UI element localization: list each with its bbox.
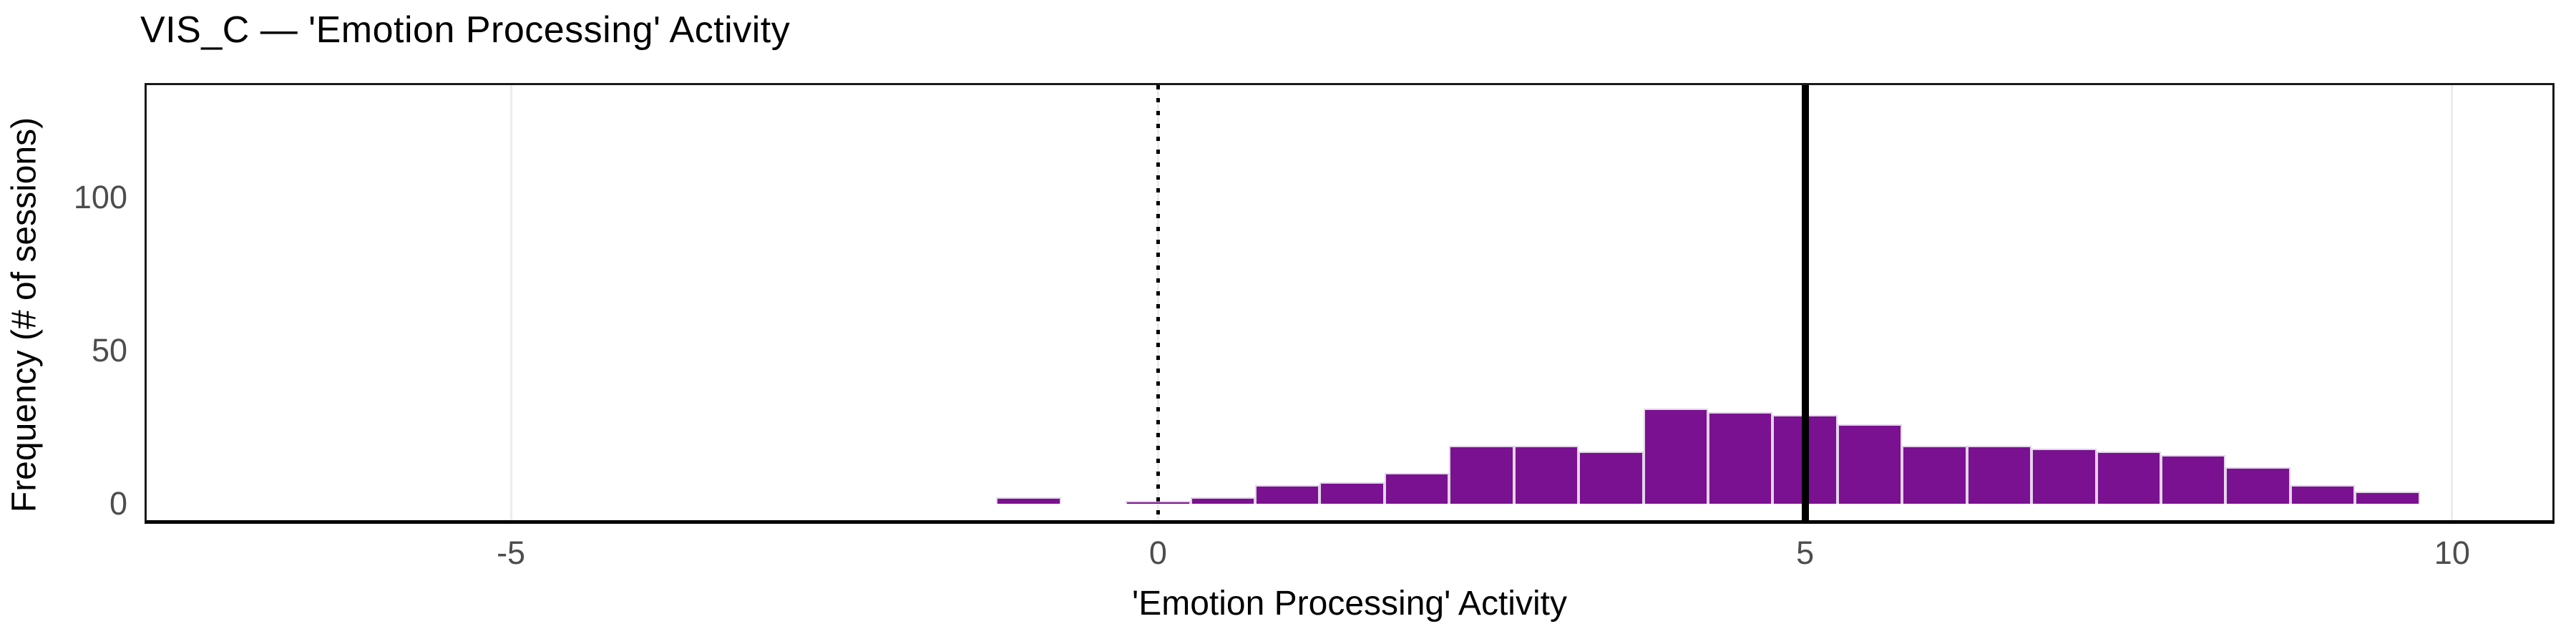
histogram-bar (2290, 485, 2356, 504)
y-tick-label: 50 (91, 332, 127, 369)
histogram-bar (1513, 445, 1579, 504)
histogram-bar (1966, 445, 2032, 504)
mean-line (1801, 85, 1809, 520)
x-tick-label: 0 (1148, 535, 1167, 571)
x-axis-title: 'Emotion Processing' Activity (1132, 585, 1567, 623)
histogram-bar (1707, 411, 1773, 504)
histogram-bar (1384, 473, 1450, 504)
histogram-bar (2096, 452, 2161, 504)
histogram-bar (1837, 424, 1903, 504)
histogram-bar (1449, 445, 1514, 504)
histogram-bar (1190, 497, 1255, 504)
histogram-bar (1254, 485, 1320, 504)
histogram-bar (2031, 449, 2097, 504)
x-tick-label: -5 (497, 535, 526, 571)
y-tick-label: 100 (73, 179, 127, 216)
histogram-bar (1643, 409, 1708, 504)
histogram-bar (2225, 467, 2290, 504)
y-axis-title: Frequency (# of sessions) (5, 117, 44, 513)
histogram-bar (1902, 445, 1967, 504)
x-tick-label: 10 (2434, 535, 2470, 571)
histogram-bar (2355, 491, 2420, 504)
histogram-bar (2160, 454, 2226, 504)
chart-title: VIS_C — 'Emotion Processing' Activity (140, 9, 791, 51)
histogram-bar (1579, 452, 1644, 504)
y-tick-label: 0 (109, 485, 127, 522)
x-tick-label: 5 (1796, 535, 1815, 571)
histogram-bar (996, 497, 1061, 504)
plot-panel (145, 83, 2555, 524)
gridline-x--5 (509, 85, 512, 520)
gridline-x-10 (2451, 85, 2454, 520)
zero-reference-line (1156, 85, 1160, 520)
histogram-bar (1319, 482, 1385, 504)
